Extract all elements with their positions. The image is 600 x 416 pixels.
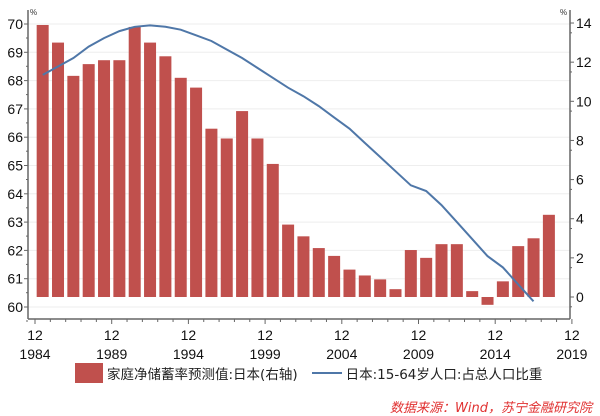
- legend-label-line: 日本:15-64岁人口:占总人口比重: [345, 367, 543, 383]
- left-axis-unit: %: [30, 8, 37, 17]
- left-tick-label-68: 68: [7, 73, 23, 89]
- bar-2015: [512, 246, 525, 297]
- bar-2009: [420, 257, 433, 297]
- bar-2006: [374, 279, 387, 297]
- bar-2012: [466, 291, 479, 297]
- left-tick-label-70: 70: [7, 16, 23, 32]
- bar-2003: [328, 255, 341, 297]
- bar-2008: [404, 250, 417, 297]
- bar-1986: [67, 75, 80, 297]
- bar-2013: [481, 297, 494, 305]
- left-tick-label-65: 65: [7, 158, 23, 174]
- bar-1994: [190, 87, 203, 297]
- x-tick-year-1989: 1989: [96, 346, 127, 360]
- right-tick-label-10: 10: [576, 93, 592, 109]
- left-tick-label-64: 64: [7, 186, 23, 202]
- bar-1999: [266, 163, 279, 297]
- left-tick-label-61: 61: [7, 271, 23, 287]
- x-tick-month-2014: 12: [487, 327, 503, 343]
- bar-2011: [450, 244, 463, 297]
- x-tick-year-1984: 1984: [19, 346, 50, 360]
- bar-1991: [144, 42, 157, 298]
- x-tick-year-2019: 2019: [556, 346, 587, 360]
- bar-2002: [312, 248, 325, 297]
- left-tick-label-62: 62: [7, 242, 23, 258]
- left-tick-label-60: 60: [7, 299, 23, 315]
- bar-1997: [236, 111, 249, 298]
- legend: 家庭净储蓄率预测值:日本(右轴) 日本:15-64岁人口:占总人口比重: [75, 363, 542, 383]
- bar-2014: [496, 281, 509, 297]
- x-tick-month-1994: 12: [181, 327, 197, 343]
- bar-2005: [358, 275, 371, 297]
- bar-2016: [527, 238, 540, 297]
- bar-2004: [343, 269, 356, 297]
- bar-1998: [251, 138, 264, 297]
- x-tick-year-2004: 2004: [326, 346, 357, 360]
- population-line: [42, 24, 535, 302]
- bar-2010: [435, 244, 448, 297]
- right-tick-label-2: 2: [576, 250, 584, 266]
- bar-1989: [113, 60, 126, 297]
- legend-swatch-bar: [75, 363, 103, 383]
- right-tick-label-6: 6: [576, 172, 584, 188]
- x-tick-month-2019: 12: [564, 327, 580, 343]
- bar-1992: [159, 56, 172, 297]
- bar-2000: [282, 224, 295, 297]
- bar-1993: [174, 77, 187, 297]
- bar-2001: [297, 236, 310, 297]
- right-tick-label-4: 4: [576, 211, 584, 227]
- legend-label-bar: 家庭净储蓄率预测值:日本(右轴): [107, 367, 298, 383]
- x-tick-year-1999: 1999: [250, 346, 281, 360]
- x-tick-month-2009: 12: [411, 327, 427, 343]
- bar-1984: [36, 24, 49, 298]
- x-tick-month-1999: 12: [257, 327, 273, 343]
- bar-2017: [542, 214, 555, 297]
- right-tick-label-0: 0: [576, 289, 584, 305]
- x-tick-year-1994: 1994: [173, 346, 204, 360]
- bar-1995: [205, 128, 218, 297]
- bar-2007: [389, 289, 402, 297]
- source-note: 数据来源：Wind，苏宁金融研究院: [390, 401, 592, 416]
- bar-1990: [128, 26, 141, 298]
- bar-1987: [82, 64, 95, 297]
- left-tick-label-67: 67: [7, 101, 23, 117]
- x-tick-month-1989: 12: [104, 327, 120, 343]
- right-axis-unit: %: [560, 8, 567, 17]
- bar-1988: [98, 60, 111, 297]
- right-tick-label-12: 12: [576, 54, 592, 70]
- legend-swatch-line: [311, 372, 342, 374]
- bar-1996: [220, 138, 233, 297]
- bar-1985: [52, 42, 65, 298]
- left-tick-label-69: 69: [7, 44, 23, 60]
- left-tick-label-63: 63: [7, 214, 23, 230]
- chart: % %60616263646566676869700246810121412198…: [7, 8, 592, 360]
- x-tick-year-2009: 2009: [403, 346, 434, 360]
- left-tick-label-66: 66: [7, 129, 23, 145]
- x-tick-year-2014: 2014: [480, 346, 511, 360]
- x-tick-month-1984: 12: [27, 327, 43, 343]
- right-tick-label-8: 8: [576, 132, 584, 148]
- x-tick-month-2004: 12: [334, 327, 350, 343]
- right-tick-label-14: 14: [576, 15, 592, 31]
